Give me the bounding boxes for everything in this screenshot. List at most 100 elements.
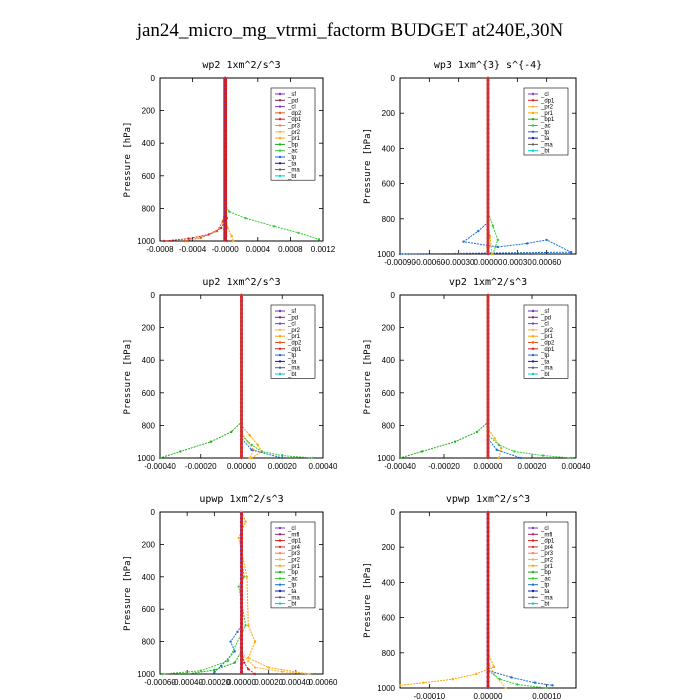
legend-marker: [278, 526, 282, 530]
series-point: [183, 239, 186, 243]
y-tick-label: 600: [382, 614, 396, 623]
y-tick-label: 1000: [137, 454, 155, 463]
zero-profile-marker: [486, 618, 490, 622]
zero-profile-marker: [223, 204, 227, 208]
series-point: [308, 672, 311, 676]
zero-profile-marker: [239, 332, 244, 336]
y-tick-label: 200: [382, 543, 396, 552]
legend-label: _ma: [540, 595, 553, 601]
series-point: [533, 681, 537, 684]
zero-profile-marker: [486, 534, 490, 538]
series-point: [245, 575, 249, 578]
x-tick-label: -0.00060: [414, 258, 446, 267]
zero-profile-marker: [239, 417, 244, 421]
zero-profile-marker: [223, 196, 227, 200]
y-tick-label: 0: [151, 74, 156, 83]
series-point: [498, 678, 501, 681]
legend-marker: [531, 360, 535, 363]
legend-label: _ma: [287, 366, 300, 372]
x-tick-label: 0.00030: [503, 258, 532, 267]
series-point: [226, 659, 230, 663]
zero-profile-marker: [223, 82, 227, 86]
series-point: [161, 672, 164, 676]
legend-marker: [278, 130, 282, 133]
series-point: [545, 238, 548, 242]
zero-profile-marker: [239, 376, 244, 381]
plot-frame: [159, 77, 324, 242]
y-axis-label: Pressure [hPa]: [123, 122, 133, 198]
x-tick-label: 0.0008: [278, 245, 303, 254]
legend-label: _sf: [287, 309, 296, 315]
series-point: [187, 237, 190, 240]
legend-label: _dp1: [540, 98, 555, 104]
zero-profile-marker: [239, 356, 244, 360]
series-line-pr1: [241, 295, 263, 459]
zero-profile-marker: [223, 115, 227, 119]
series-point: [219, 664, 223, 668]
zero-profile-marker: [486, 613, 490, 618]
legend-label: _pr3: [287, 124, 301, 130]
legend-marker: [531, 583, 535, 586]
series-point: [162, 239, 166, 243]
legend-label: _bp1: [540, 117, 555, 123]
series-point: [247, 656, 250, 659]
zero-profile-marker: [223, 180, 227, 184]
series-point: [250, 443, 253, 447]
series-point: [179, 450, 182, 453]
legend-marker: [531, 545, 535, 549]
y-tick-label: 400: [382, 144, 396, 153]
zero-profile-marker: [486, 561, 490, 565]
panel-6: vpwp 1xm^2/s^3 Pressure [hPa] 0 200 400 600 80…: [363, 494, 577, 700]
legend-marker: [278, 168, 282, 171]
series-point: [420, 450, 424, 453]
zero-profile-marker: [223, 139, 227, 143]
legend-marker: [278, 155, 282, 159]
zero-profile-marker: [223, 184, 227, 188]
zero-profile-marker: [239, 528, 244, 532]
series-point: [462, 240, 465, 243]
legend-label: _pr4: [540, 545, 554, 551]
series-line-pr1: [238, 511, 310, 675]
series-point: [213, 671, 216, 674]
legend-marker: [531, 596, 535, 599]
zero-profile-marker: [239, 385, 244, 389]
series-line-dp1: [241, 512, 256, 675]
series-point: [248, 456, 251, 460]
y-tick-label: 1000: [377, 454, 395, 463]
zero-profile-marker: [239, 605, 244, 609]
zero-profile-marker: [239, 397, 244, 401]
legend-label: _ta: [287, 359, 297, 365]
legend-marker: [278, 353, 282, 357]
zero-profile-marker: [486, 627, 490, 631]
y-tick-label: 0: [151, 291, 156, 300]
x-tick-label: 0.00010: [532, 692, 561, 700]
x-tick-label: -0.00020: [199, 678, 231, 687]
zero-profile-marker: [486, 433, 490, 438]
zero-profile-marker: [239, 633, 244, 638]
y-tick-label: 400: [142, 573, 156, 582]
y-tick-label: 200: [142, 324, 156, 333]
series-point: [281, 454, 284, 457]
zero-profile-marker: [223, 237, 227, 241]
zero-profile-marker: [239, 552, 244, 557]
legend-marker: [278, 328, 282, 332]
zero-profile-marker: [239, 413, 244, 417]
series-line-dp2: [184, 78, 226, 242]
x-tick-label: 0.00000: [474, 462, 503, 471]
series-point: [199, 236, 202, 239]
series-point: [398, 252, 402, 256]
zero-profile-marker: [486, 91, 490, 95]
zero-profile-marker: [486, 438, 490, 442]
zero-profile-marker: [486, 241, 490, 245]
series-line-pr2: [487, 512, 506, 689]
legend-marker: [531, 322, 535, 325]
series-point: [504, 686, 507, 690]
legend-label: _pd: [540, 315, 551, 321]
zero-profile-marker: [486, 96, 490, 100]
zero-profile-marker: [486, 425, 490, 430]
y-tick-label: 0: [151, 508, 156, 517]
zero-profile-marker: [239, 381, 244, 385]
zero-profile-marker: [486, 109, 490, 113]
y-tick-label: 800: [382, 649, 396, 658]
